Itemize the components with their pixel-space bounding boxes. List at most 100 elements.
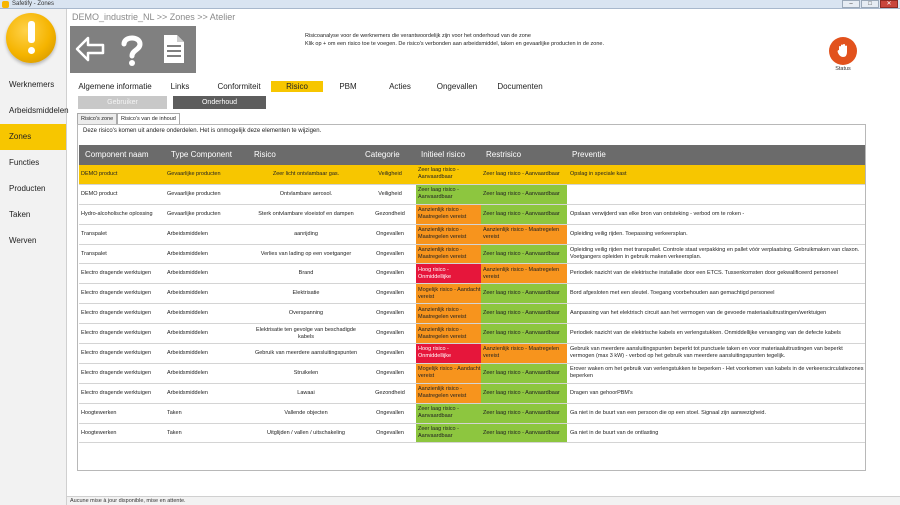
risk-cell: Uitglijden / vallen / uitschakeling [267,429,345,436]
window-controls: – □ ✕ [842,0,898,9]
component-type-cell: Arbeidsmiddelen [167,270,208,277]
initial-risk-cell: Zeer laag risico - Aanvaardbaar [416,184,481,204]
residual-risk-cell: Zeer laag risico - Aanvaardbaar [481,403,567,423]
category-cell: Gezondheid [375,389,405,396]
risk-cell: Brand [298,270,314,277]
column-header[interactable]: Restrisico [486,150,522,159]
category-cell: Ongevallen [376,369,404,376]
residual-risk-cell: Zeer laag risico - Aanvaardbaar [481,304,567,324]
category-cell: Gezondheid [375,210,405,217]
back-arrow-icon[interactable] [74,32,106,66]
description-line-1: Risicoanalyse voor de werknemers die ver… [305,33,531,39]
tab-documenten[interactable]: Documenten [497,82,543,91]
sidebar-item-zones[interactable]: Zones [0,124,66,150]
component-name-cell: DEMO product [81,190,118,197]
component-type-cell: Arbeidsmiddelen [167,349,208,356]
component-name-cell: Electro dragende werktuigen [81,270,152,277]
table-row[interactable]: Hydro-alcoholische oplossing Gevaarlijke … [79,204,865,225]
component-type-cell: Arbeidsmiddelen [167,369,208,376]
table-row[interactable]: DEMO product Gevaarlijke producten Zeer li… [79,165,865,185]
initial-risk-cell: Mogelijk risico - Aandacht vereist [416,284,481,304]
category-cell: Ongevallen [376,230,404,237]
onderhoud-button[interactable]: Onderhoud [173,96,266,109]
residual-risk-cell: Aanzienlijk risico - Maatregelen vereist [481,264,567,284]
risk-cell: Struikelen [293,369,319,376]
risk-grid: Component naam Type Component Risico Cat… [79,145,865,444]
component-type-cell: Arbeidsmiddelen [167,290,208,297]
table-row[interactable]: DEMO product Gevaarlijke producten Ontvlam… [79,184,865,205]
residual-risk-cell: Zeer laag risico - Aanvaardbaar [481,184,567,204]
document-icon[interactable] [158,32,190,66]
component-type-cell: Arbeidsmiddelen [167,230,208,237]
minimize-button[interactable]: – [842,0,860,8]
tab-conformiteit[interactable]: Conformiteit [217,82,261,91]
tab-pbm[interactable]: PBM [339,82,357,91]
initial-risk-cell: Aanzienlijk risico - Maatregelen vereist [416,324,481,344]
sidebar-item-werknemers[interactable]: Werknemers [9,80,55,89]
column-header[interactable]: Type Component [171,150,232,159]
sidebar: Werknemers Arbeidsmiddelen Zones Functie… [0,9,69,505]
table-row[interactable]: Electro dragende werktuigen Arbeidsmiddel… [79,304,865,325]
sidebar-item-producten[interactable]: Producten [9,184,46,193]
column-header[interactable]: Categorie [365,150,400,159]
prevention-cell: Ga niet in de buurt van een persoon die … [570,409,766,416]
toolbar [70,26,196,73]
tab-acties[interactable]: Acties [389,82,411,91]
residual-risk-cell: Zeer laag risico - Aanvaardbaar [481,284,567,304]
prevention-cell: Aanpassing van het elektrisch circuit aa… [570,310,827,317]
risk-panel: Deze risico's komen uit andere onderdele… [77,124,866,471]
prevention-cell: Erover waken om het gebruik van verlengs… [570,366,864,380]
gebruiker-button[interactable]: Gebruiker [78,96,167,109]
prevention-cell: Opleiding veilig rijden. Toepassing verk… [570,230,688,237]
initial-risk-cell: Mogelijk risico - Aandacht vereist [416,363,481,383]
prevention-cell: Opleiding veilig rijden met transpallet.… [570,247,860,260]
risk-cell: Vallende objecten [284,409,328,416]
column-header[interactable]: Preventie [572,150,606,159]
column-header[interactable]: Component naam [85,150,149,159]
maximize-button[interactable]: □ [861,0,879,8]
description-line-2: Klik op + om een risico toe te voegen. D… [305,41,604,47]
help-icon[interactable] [116,32,148,66]
table-row[interactable]: Electro dragende werktuigen Arbeidsmiddel… [79,344,865,364]
column-header[interactable]: Initieel risico [421,150,466,159]
table-row[interactable]: Electro dragende werktuigen Arbeidsmiddel… [79,363,865,384]
residual-risk-cell: Zeer laag risico - Aanvaardbaar [481,244,567,264]
table-row[interactable]: Hoogtewerken Taken Uitglijden / vallen / u… [79,423,865,444]
table-row[interactable]: Electro dragende werktuigen Arbeidsmiddel… [79,284,865,305]
table-row[interactable]: Transpalet Arbeidsmiddelen aanrijding Ongev… [79,224,865,245]
tab-risico[interactable]: Risico [271,81,323,92]
initial-risk-cell: Zeer laag risico - Aanvaardbaar [416,165,481,184]
sidebar-item-werven[interactable]: Werven [9,236,37,245]
component-name-cell: Electro dragende werktuigen [81,310,152,317]
sidebar-item-arbeidsmiddelen[interactable]: Arbeidsmiddelen [9,106,69,115]
prevention-cell: Opslaan verwijderd van elke bron van ont… [570,210,745,217]
table-row[interactable]: Hoogtewerken Taken Vallende objecten Ongeva… [79,403,865,424]
risk-cell: Verlies van lading op een voetganger [260,250,352,257]
close-button[interactable]: ✕ [880,0,898,8]
residual-risk-cell: Zeer laag risico - Aanvaardbaar [481,383,567,403]
risk-cell: Ontvlambare aerosol. [279,190,333,197]
tab-ongevallen[interactable]: Ongevallen [436,82,478,91]
component-type-cell: Gevaarlijke producten [167,210,221,217]
tab-links[interactable]: Links [170,82,190,91]
component-name-cell: DEMO product [81,170,118,177]
table-row[interactable]: Electro dragende werktuigen Arbeidsmiddel… [79,324,865,345]
initial-risk-cell: Aanzienlijk risico - Maatregelen vereist [416,224,481,244]
column-header[interactable]: Risico [254,150,276,159]
tab-algemene-informatie[interactable]: Algemene informatie [78,82,152,91]
status-button[interactable] [829,37,857,65]
table-row[interactable]: Electro dragende werktuigen Arbeidsmiddel… [79,383,865,404]
table-row[interactable]: Transpalet Arbeidsmiddelen Verlies van lad… [79,244,865,265]
category-cell: Ongevallen [376,349,404,356]
risk-cell: aanrijding [294,230,318,237]
panel-note: Deze risico's komen uit andere onderdele… [83,128,322,134]
initial-risk-cell: Aanzienlijk risico - Maatregelen vereist [416,204,481,224]
sidebar-item-functies[interactable]: Functies [9,158,40,167]
table-row[interactable]: Electro dragende werktuigen Arbeidsmiddel… [79,264,865,285]
prevention-cell: Ga niet in de buurt van de ontlasting [570,429,659,436]
grid-header: Component naam Type Component Risico Cat… [79,145,865,165]
prevention-cell: Dragen van gehoorPBM's [570,389,633,396]
breadcrumb: DEMO_industrie_NL >> Zones >> Atelier [72,12,236,22]
component-type-cell: Arbeidsmiddelen [167,310,208,317]
sidebar-item-taken[interactable]: Taken [9,210,31,219]
